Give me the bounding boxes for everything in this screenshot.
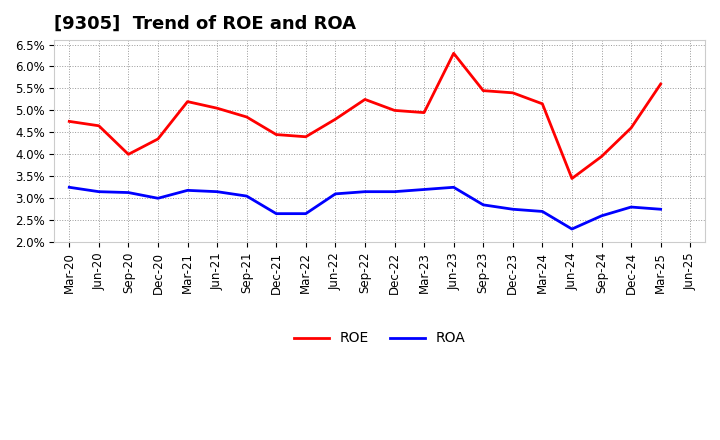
ROE xyxy=(538,101,546,106)
ROA xyxy=(390,189,399,194)
ROE xyxy=(213,106,222,111)
Text: [9305]  Trend of ROE and ROA: [9305] Trend of ROE and ROA xyxy=(55,15,356,33)
ROE xyxy=(657,81,665,87)
ROE xyxy=(479,88,487,93)
ROA xyxy=(94,189,103,194)
ROA xyxy=(361,189,369,194)
ROE xyxy=(508,90,517,95)
ROE xyxy=(626,125,635,131)
ROA xyxy=(538,209,546,214)
ROE xyxy=(124,152,132,157)
ROA xyxy=(331,191,340,197)
ROE xyxy=(65,119,73,124)
ROA xyxy=(479,202,487,208)
ROA xyxy=(243,194,251,199)
ROA xyxy=(597,213,606,219)
ROE xyxy=(567,176,576,181)
ROA xyxy=(449,185,458,190)
ROA xyxy=(153,196,162,201)
Line: ROA: ROA xyxy=(69,187,661,229)
ROE xyxy=(183,99,192,104)
Legend: ROE, ROA: ROE, ROA xyxy=(289,326,471,351)
ROA xyxy=(213,189,222,194)
ROE xyxy=(302,134,310,139)
ROA xyxy=(420,187,428,192)
ROE xyxy=(272,132,281,137)
ROA xyxy=(657,207,665,212)
ROA xyxy=(626,205,635,210)
ROE xyxy=(449,51,458,56)
ROE xyxy=(420,110,428,115)
ROA xyxy=(65,185,73,190)
Line: ROE: ROE xyxy=(69,53,661,179)
ROE xyxy=(153,136,162,142)
ROA xyxy=(508,207,517,212)
ROE xyxy=(243,114,251,120)
ROE xyxy=(331,117,340,122)
ROA xyxy=(302,211,310,216)
ROE xyxy=(597,154,606,159)
ROE xyxy=(361,97,369,102)
ROA xyxy=(183,188,192,193)
ROA xyxy=(567,227,576,232)
ROE xyxy=(94,123,103,128)
ROA xyxy=(272,211,281,216)
ROE xyxy=(390,108,399,113)
ROA xyxy=(124,190,132,195)
